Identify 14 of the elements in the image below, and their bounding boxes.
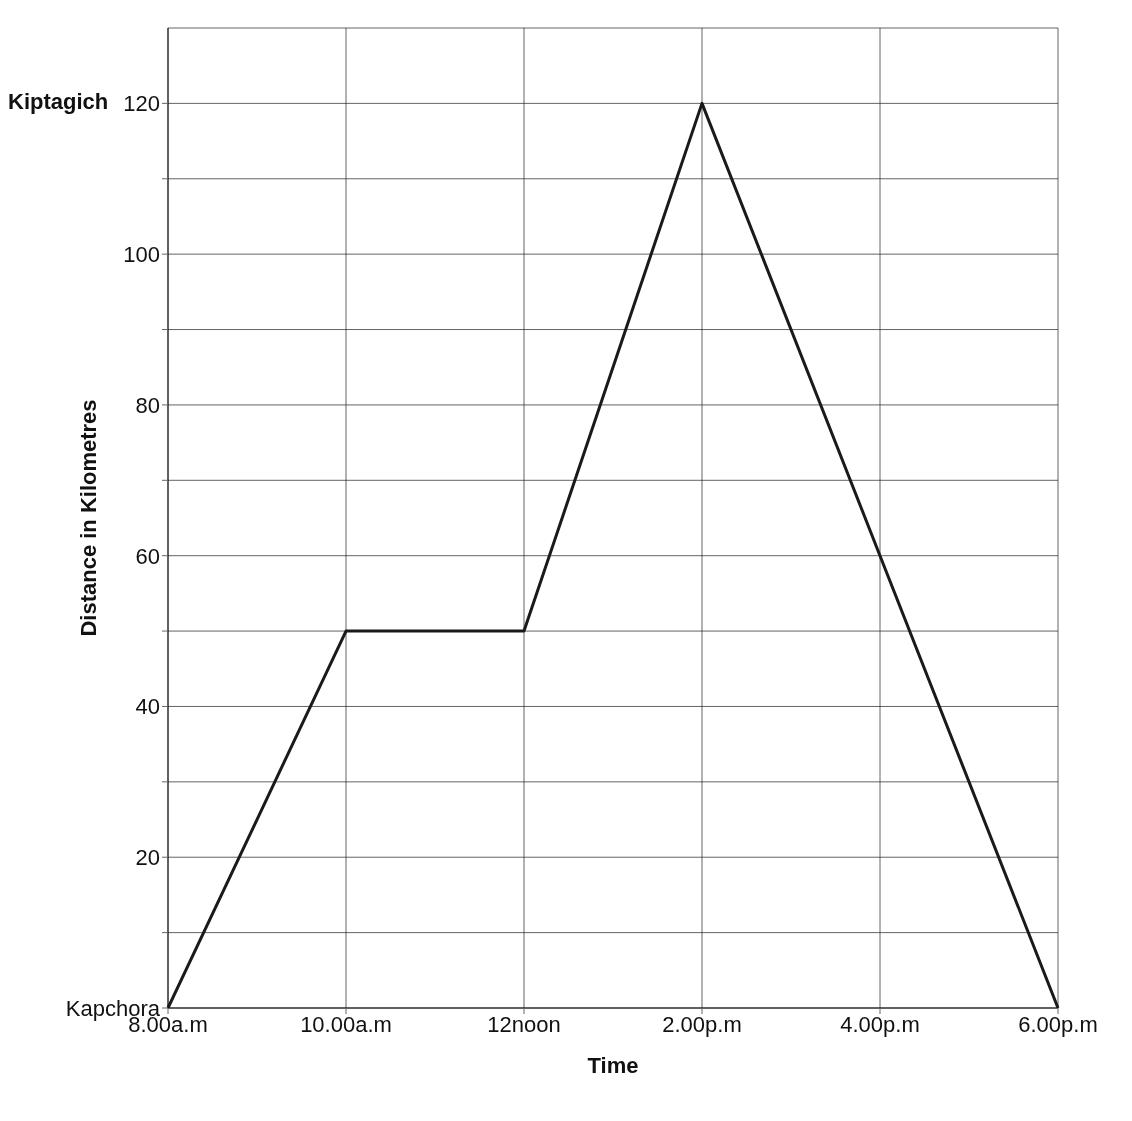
y-tick-label: 80 xyxy=(135,392,160,418)
x-axis-title: Time xyxy=(587,1053,639,1078)
x-tick-label: 2.00p.m xyxy=(662,1011,742,1037)
x-tick-label: 6.00p.m xyxy=(1018,1011,1098,1037)
y-tick-label: 120 xyxy=(123,91,160,117)
x-tick-label: 10.00a.m xyxy=(300,1011,392,1037)
y-tick-label: 20 xyxy=(135,845,160,871)
y-tick-label: 60 xyxy=(135,543,160,569)
text: Kiptagich xyxy=(8,89,109,116)
y-axis-title: Distance in Kilometres xyxy=(75,399,101,637)
y-tick-label: 100 xyxy=(123,241,160,267)
x-tick-label: 12noon xyxy=(487,1011,561,1037)
y-tick-label: 40 xyxy=(135,694,160,720)
x-tick-label: 4.00p.m xyxy=(840,1011,920,1037)
